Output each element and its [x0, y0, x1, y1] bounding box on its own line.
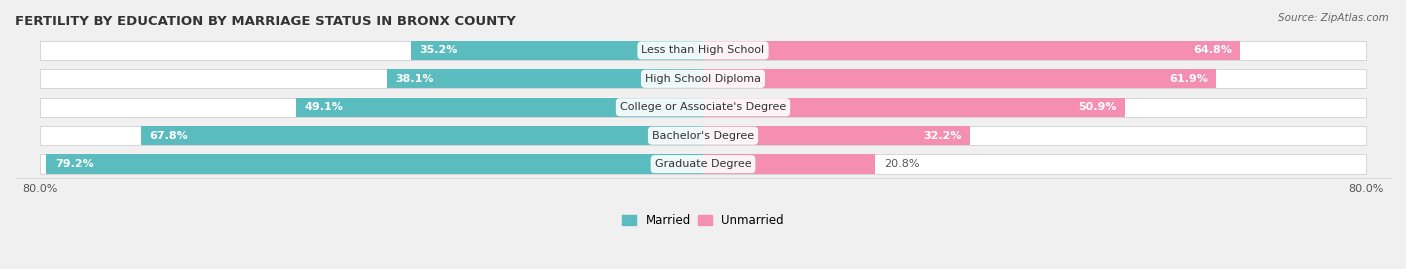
Text: 64.8%: 64.8%	[1192, 45, 1232, 55]
Bar	[297, 98, 703, 117]
Bar	[39, 69, 703, 89]
Text: 20.8%: 20.8%	[884, 159, 920, 169]
Bar	[39, 41, 703, 60]
Text: 32.2%: 32.2%	[924, 131, 962, 141]
Bar	[46, 154, 703, 174]
Bar	[703, 69, 1216, 89]
Text: 35.2%: 35.2%	[419, 45, 458, 55]
Legend: Married, Unmarried: Married, Unmarried	[617, 209, 789, 232]
Text: 67.8%: 67.8%	[149, 131, 188, 141]
Bar	[39, 154, 703, 174]
Text: FERTILITY BY EDUCATION BY MARRIAGE STATUS IN BRONX COUNTY: FERTILITY BY EDUCATION BY MARRIAGE STATU…	[15, 15, 516, 28]
Text: College or Associate's Degree: College or Associate's Degree	[620, 102, 786, 112]
Text: Less than High School: Less than High School	[641, 45, 765, 55]
Bar	[703, 126, 970, 145]
Bar	[387, 69, 703, 89]
Bar	[141, 126, 703, 145]
Text: Bachelor's Degree: Bachelor's Degree	[652, 131, 754, 141]
Bar	[703, 41, 1240, 60]
Text: 49.1%: 49.1%	[304, 102, 343, 112]
Bar	[39, 126, 703, 145]
Text: 79.2%: 79.2%	[55, 159, 94, 169]
Text: Source: ZipAtlas.com: Source: ZipAtlas.com	[1278, 13, 1389, 23]
Text: High School Diploma: High School Diploma	[645, 74, 761, 84]
Text: 50.9%: 50.9%	[1078, 102, 1116, 112]
Bar	[703, 154, 876, 174]
Bar	[703, 154, 1367, 174]
Bar	[703, 41, 1367, 60]
Bar	[703, 98, 1125, 117]
Text: Graduate Degree: Graduate Degree	[655, 159, 751, 169]
Bar	[703, 98, 1367, 117]
Bar	[39, 98, 703, 117]
Text: 61.9%: 61.9%	[1168, 74, 1208, 84]
Bar	[703, 69, 1367, 89]
Text: 38.1%: 38.1%	[395, 74, 434, 84]
Bar	[703, 126, 1367, 145]
Bar	[411, 41, 703, 60]
